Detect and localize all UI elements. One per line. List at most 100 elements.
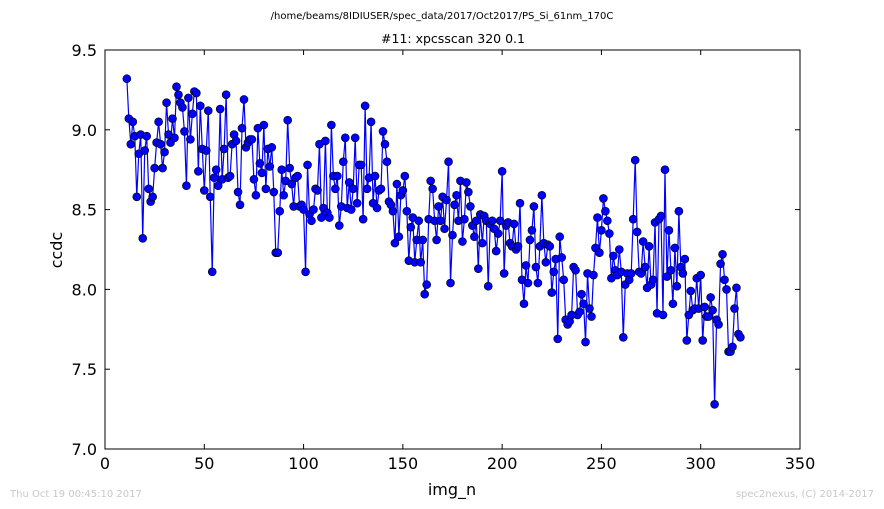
data-point	[587, 312, 596, 321]
data-point	[269, 187, 279, 197]
data-point	[237, 123, 247, 133]
data-point	[239, 95, 249, 104]
data-point	[537, 190, 547, 200]
data-point	[335, 221, 344, 230]
data-point	[418, 235, 428, 245]
data-point	[150, 163, 159, 173]
file-path-header: /home/beams/8IDIUSER/spec_data/2017/Oct2…	[271, 11, 614, 22]
data-point	[593, 213, 602, 222]
data-point	[174, 90, 183, 99]
data-point	[283, 115, 292, 125]
data-point	[680, 254, 690, 264]
data-point	[474, 264, 483, 273]
data-point	[432, 235, 441, 245]
chart-title: #11: xpcsscan 320 0.1	[381, 31, 525, 46]
data-point	[382, 157, 392, 167]
data-point	[303, 160, 312, 170]
data-point	[301, 267, 310, 277]
data-point	[487, 216, 497, 226]
data-point	[148, 192, 157, 202]
data-point	[448, 230, 457, 240]
data-point	[251, 190, 261, 200]
data-point	[225, 171, 235, 181]
data-point	[597, 226, 606, 235]
x-tick-label: 50	[194, 454, 214, 473]
data-point	[698, 336, 708, 345]
data-point	[350, 133, 360, 143]
data-point	[630, 155, 640, 165]
data-point	[736, 332, 745, 342]
data-point	[515, 198, 525, 208]
data-point	[122, 74, 132, 84]
data-point	[380, 139, 390, 149]
data-point	[601, 206, 610, 216]
data-point	[142, 131, 151, 141]
data-point	[188, 109, 197, 119]
data-point	[126, 139, 136, 149]
x-tick-label: 250	[586, 454, 617, 473]
data-point	[140, 146, 150, 155]
x-tick-label: 150	[388, 454, 419, 473]
x-tick-label: 300	[685, 454, 716, 473]
data-point	[664, 226, 674, 235]
data-point	[710, 400, 719, 409]
data-point	[362, 184, 372, 194]
data-point	[209, 173, 219, 182]
data-point	[348, 184, 358, 194]
x-axis-label: img_n	[428, 480, 476, 500]
data-point	[414, 216, 424, 226]
data-point	[420, 289, 430, 299]
data-point	[549, 267, 559, 277]
data-point	[346, 205, 356, 214]
data-point	[356, 160, 366, 170]
data-point	[338, 157, 348, 167]
data-point	[470, 232, 479, 242]
footer-timestamp: Thu Oct 19 00:45:10 2017	[9, 489, 142, 500]
data-point	[422, 280, 431, 289]
data-point	[221, 90, 231, 99]
data-point	[180, 127, 189, 136]
data-point	[638, 237, 648, 246]
data-point	[156, 139, 165, 149]
data-point	[162, 98, 171, 107]
data-point	[299, 205, 308, 214]
data-point	[327, 120, 336, 130]
data-point	[370, 171, 380, 181]
data-point	[255, 159, 265, 168]
data-point	[704, 312, 713, 321]
data-point	[277, 165, 287, 174]
data-point	[275, 206, 285, 216]
data-point	[732, 283, 741, 293]
data-point	[531, 262, 541, 272]
data-point	[307, 216, 316, 226]
data-point	[186, 135, 195, 144]
data-point	[196, 101, 205, 111]
data-point	[728, 342, 737, 352]
data-point	[656, 211, 666, 221]
data-point	[231, 136, 241, 146]
data-point	[636, 269, 646, 278]
data-point	[285, 163, 294, 173]
data-point	[640, 262, 650, 272]
data-point	[658, 310, 668, 320]
data-point	[325, 213, 334, 222]
data-point	[168, 114, 177, 123]
data-point	[444, 157, 453, 167]
x-tick-label: 200	[487, 454, 518, 473]
data-point	[555, 232, 565, 242]
y-tick-label: 9.5	[72, 41, 97, 60]
data-point	[442, 195, 451, 205]
data-point	[279, 190, 289, 200]
data-point	[533, 278, 543, 288]
data-point	[464, 187, 473, 197]
data-point	[213, 181, 223, 190]
y-tick-label: 7.5	[72, 360, 97, 379]
data-point	[378, 127, 388, 136]
data-point	[632, 227, 642, 237]
data-point	[205, 192, 215, 202]
data-point	[392, 179, 402, 189]
y-axis-label: ccdc	[47, 232, 66, 269]
data-point	[497, 167, 507, 176]
y-tick-label: 8.5	[72, 201, 97, 220]
data-point	[579, 299, 588, 309]
